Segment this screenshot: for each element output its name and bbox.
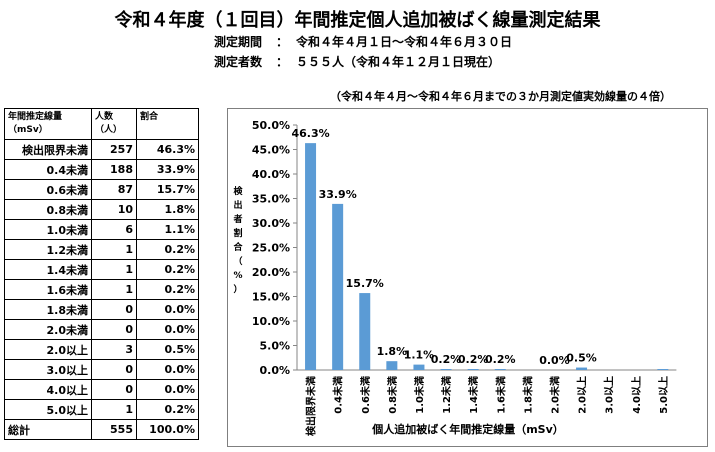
- table-cell-dose: 1.8未満: [4, 299, 92, 320]
- table-cell-ratio: 46.3%: [136, 139, 199, 160]
- data-label: 1.1%: [404, 349, 435, 362]
- data-label: 33.9%: [319, 188, 357, 201]
- y-tick-label: 10.0%: [252, 315, 290, 328]
- table-cell-count: 10: [91, 199, 137, 220]
- y-tick-label: 45.0%: [252, 144, 290, 157]
- x-tick-label: 1.2未満: [440, 376, 453, 414]
- bar: [440, 369, 452, 370]
- y-tick-label: 35.0%: [252, 193, 290, 206]
- y-tick-label: 0.0%: [259, 364, 290, 377]
- period-label: 測定期間: [214, 35, 263, 49]
- table-header-ratio: 割合: [136, 108, 199, 140]
- table-row: 1.6未満 1 0.2%: [4, 279, 199, 300]
- y-tick-label: 15.0%: [252, 291, 290, 304]
- bar: [305, 143, 317, 370]
- x-axis-label: 個人追加被ばく年間推定線量（mSv）: [371, 422, 564, 436]
- y-axis-label: 検出者割合（%）: [233, 187, 243, 295]
- table-row: 2.0未満 0 0.0%: [4, 319, 199, 340]
- table-row: 0.4未満 188 33.9%: [4, 159, 199, 180]
- x-tick-label: 1.4未満: [467, 376, 480, 414]
- table-header-row: 年間推定線量 （mSv） 人数（人） 割合: [4, 108, 199, 140]
- x-tick-label: 3.0以上: [603, 376, 616, 414]
- results-table: 年間推定線量 （mSv） 人数（人） 割合 検出限界未満 257 46.3% 0.4未…: [4, 108, 199, 440]
- y-tick-label: 30.0%: [252, 217, 290, 230]
- x-tick-label: 0.8未満: [386, 376, 399, 414]
- table-cell-count: 555: [91, 419, 137, 440]
- bar: [657, 369, 669, 370]
- chart-frame: [227, 108, 708, 447]
- bar: [413, 364, 425, 370]
- bar: [332, 203, 344, 370]
- x-tick-label: 1.8未満: [521, 376, 534, 414]
- table-cell-ratio: 0.0%: [136, 359, 199, 380]
- bar: [467, 369, 479, 370]
- table-row: 1.0未満 6 1.1%: [4, 219, 199, 240]
- bar: [494, 369, 506, 370]
- y-tick-label: 50.0%: [252, 119, 290, 132]
- count-value: ５５５人（令和４年１２月１日現在）: [296, 55, 501, 69]
- count-separator: ：: [276, 55, 289, 69]
- data-label: 46.3%: [291, 127, 329, 140]
- x-tick-label: 5.0以上: [657, 376, 670, 414]
- x-tick-label: 0.6未満: [359, 376, 372, 414]
- table-cell-dose: 0.8未満: [4, 199, 92, 220]
- data-label: 15.7%: [346, 277, 384, 290]
- period-separator: ：: [276, 35, 289, 49]
- table-cell-ratio: 100.0%: [136, 419, 199, 440]
- table-cell-dose: 総計: [4, 419, 92, 440]
- table-cell-ratio: 0.2%: [136, 259, 199, 280]
- data-label: 0.2%: [431, 353, 462, 366]
- table-cell-ratio: 0.2%: [136, 239, 199, 260]
- table-row: 1.4未満 1 0.2%: [4, 259, 199, 280]
- table-row: 3.0以上 0 0.0%: [4, 359, 199, 380]
- x-tick-label: 1.6未満: [494, 376, 507, 414]
- bar: [359, 293, 371, 370]
- table-row: 0.8未満 10 1.8%: [4, 199, 199, 220]
- table-cell-ratio: 0.0%: [136, 379, 199, 400]
- bar: [576, 367, 588, 370]
- y-tick-label: 20.0%: [252, 266, 290, 279]
- table-row: 1.2未満 1 0.2%: [4, 239, 199, 260]
- table-cell-dose: 1.4未満: [4, 259, 92, 280]
- table-cell-dose: 0.6未満: [4, 179, 92, 200]
- x-tick-label: 検出限界未満: [305, 376, 318, 436]
- x-tick-label: 4.0以上: [630, 376, 643, 414]
- data-label: 0.5%: [566, 352, 597, 365]
- table-row: 5.0以上 1 0.2%: [4, 399, 199, 420]
- y-tick-label: 40.0%: [252, 168, 290, 181]
- bar: [386, 361, 398, 370]
- table-cell-ratio: 0.0%: [136, 319, 199, 340]
- period-value: 令和４年４月１日～令和４年６月３０日: [296, 35, 513, 49]
- table-row: 0.6未満 87 15.7%: [4, 179, 199, 200]
- table-cell-ratio: 1.8%: [136, 199, 199, 220]
- x-tick-label: 2.0以上: [576, 376, 589, 414]
- y-tick-label: 5.0%: [259, 340, 290, 353]
- data-label: 1.8%: [377, 345, 408, 358]
- y-tick-label: 25.0%: [252, 242, 290, 255]
- table-row: 4.0以上 0 0.0%: [4, 379, 199, 400]
- x-tick-label: 0.4未満: [332, 376, 345, 414]
- count-label: 測定者数: [214, 55, 263, 69]
- data-label: 0.0%: [539, 354, 570, 367]
- page-title: 令和４年度（１回目）年間推定個人追加被ばく線量測定結果: [114, 10, 601, 31]
- data-label: 0.2%: [485, 353, 516, 366]
- table-header-count: 人数（人）: [91, 108, 137, 140]
- x-tick-label: 2.0未満: [548, 376, 561, 414]
- table-total-row: 総計 555 100.0%: [4, 419, 199, 440]
- chart-note: （令和４年４月～令和４年６月までの３か月測定値実効線量の４倍）: [330, 90, 671, 103]
- table-cell-dose: 0.4未満: [4, 159, 92, 180]
- data-label: 0.2%: [458, 353, 489, 366]
- x-tick-label: 1.0未満: [413, 376, 426, 414]
